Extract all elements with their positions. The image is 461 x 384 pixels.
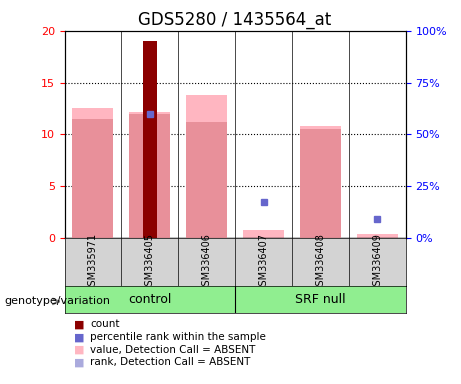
Text: percentile rank within the sample: percentile rank within the sample <box>90 332 266 342</box>
Text: GSM336409: GSM336409 <box>372 233 382 291</box>
Text: count: count <box>90 319 119 329</box>
Bar <box>130 112 170 238</box>
Text: GSM335971: GSM335971 <box>88 233 98 291</box>
Text: rank, Detection Call = ABSENT: rank, Detection Call = ABSENT <box>90 358 250 367</box>
Bar <box>243 230 284 238</box>
Bar <box>300 126 341 238</box>
Text: ■: ■ <box>74 332 84 342</box>
Text: GSM336406: GSM336406 <box>201 233 212 291</box>
Bar <box>130 114 170 238</box>
Bar <box>72 108 113 238</box>
Text: ■: ■ <box>74 345 84 355</box>
Title: GDS5280 / 1435564_at: GDS5280 / 1435564_at <box>138 12 332 30</box>
Text: ■: ■ <box>74 319 84 329</box>
Text: SRF null: SRF null <box>295 293 346 306</box>
Text: GSM336405: GSM336405 <box>145 233 155 291</box>
Bar <box>143 41 157 238</box>
Bar <box>186 95 227 238</box>
Bar <box>186 122 227 238</box>
Bar <box>357 234 398 238</box>
Text: GSM336408: GSM336408 <box>315 233 325 291</box>
Text: genotype/variation: genotype/variation <box>5 296 111 306</box>
Bar <box>300 129 341 238</box>
Bar <box>72 119 113 238</box>
Text: control: control <box>128 293 171 306</box>
Text: GSM336407: GSM336407 <box>259 233 269 291</box>
Text: value, Detection Call = ABSENT: value, Detection Call = ABSENT <box>90 345 255 355</box>
Text: ■: ■ <box>74 358 84 367</box>
